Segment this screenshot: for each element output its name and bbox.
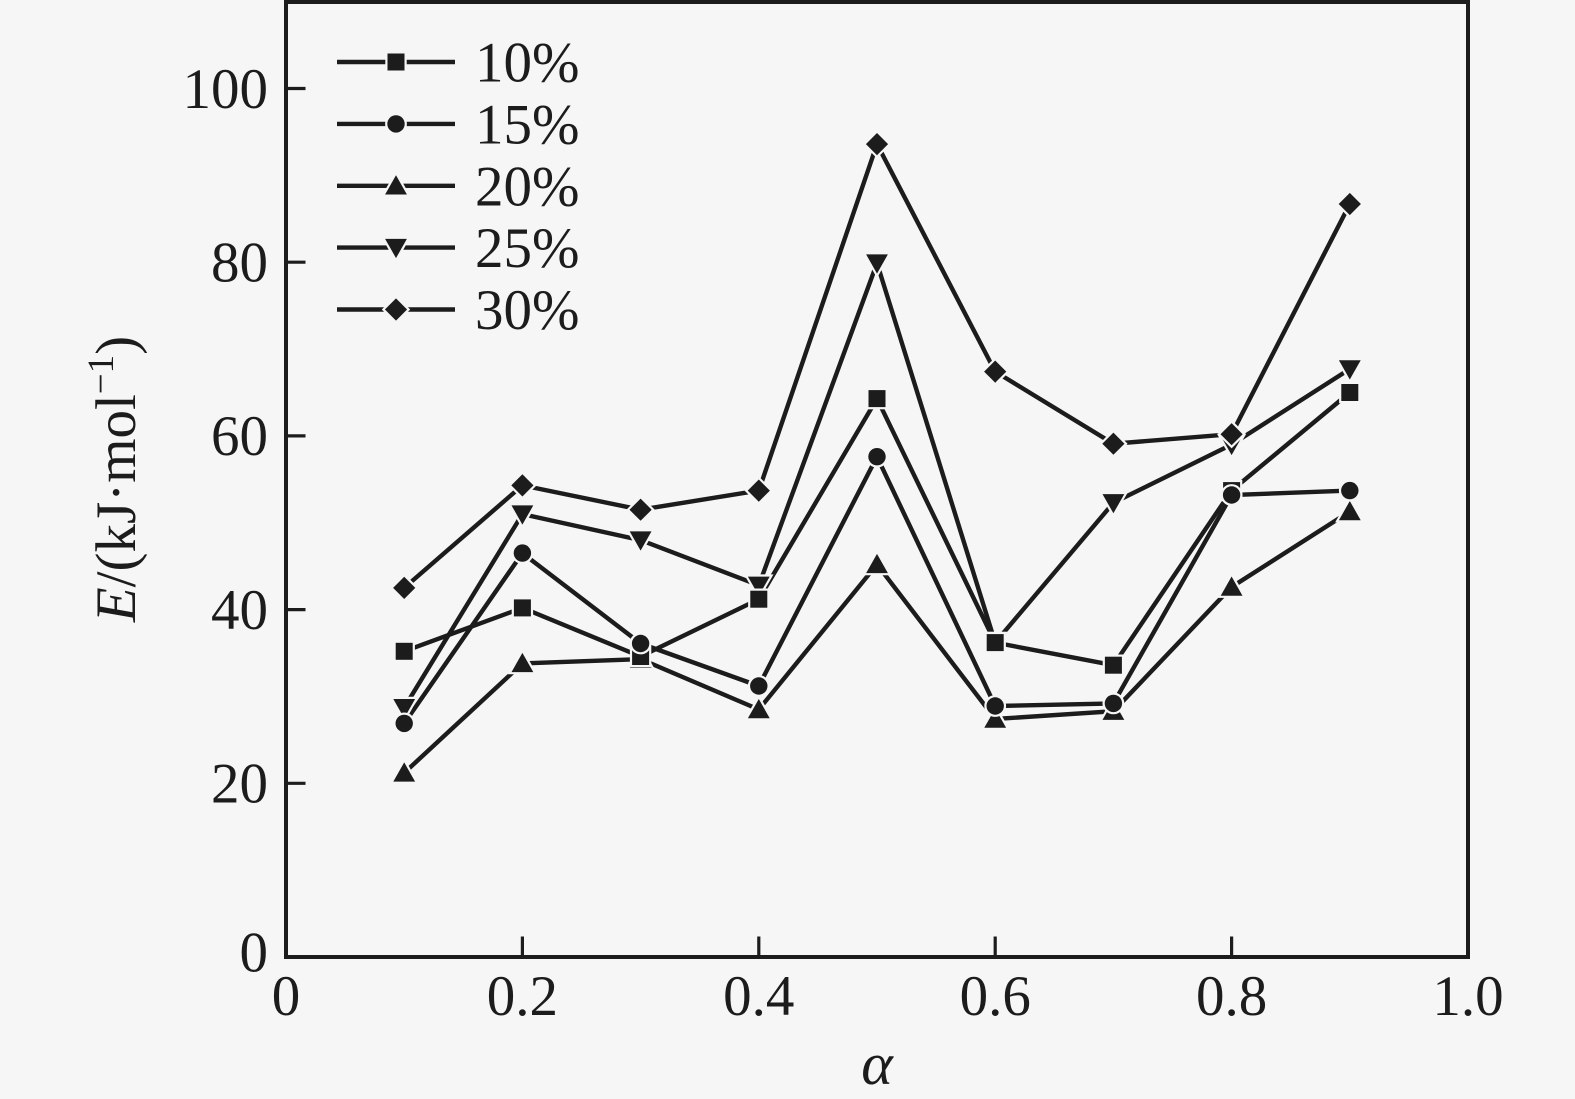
svg-text:40: 40 [211,579,268,642]
svg-text:20: 20 [211,753,268,816]
svg-text:60: 60 [211,405,268,468]
svg-text:30%: 30% [475,279,579,342]
svg-text:80: 80 [211,232,268,295]
svg-text:0.4: 0.4 [723,965,794,1028]
svg-text:15%: 15% [475,93,579,156]
svg-text:α: α [861,1031,894,1097]
svg-text:10%: 10% [475,32,579,95]
svg-text:0.8: 0.8 [1196,965,1267,1028]
svg-text:0.6: 0.6 [960,965,1031,1028]
svg-text:20%: 20% [475,155,579,218]
svg-text:100: 100 [183,58,269,121]
svg-text:25%: 25% [475,217,579,280]
svg-text:0: 0 [240,921,269,984]
svg-text:0: 0 [272,965,301,1028]
svg-text:0.2: 0.2 [487,965,558,1028]
svg-text:1.0: 1.0 [1432,965,1503,1028]
